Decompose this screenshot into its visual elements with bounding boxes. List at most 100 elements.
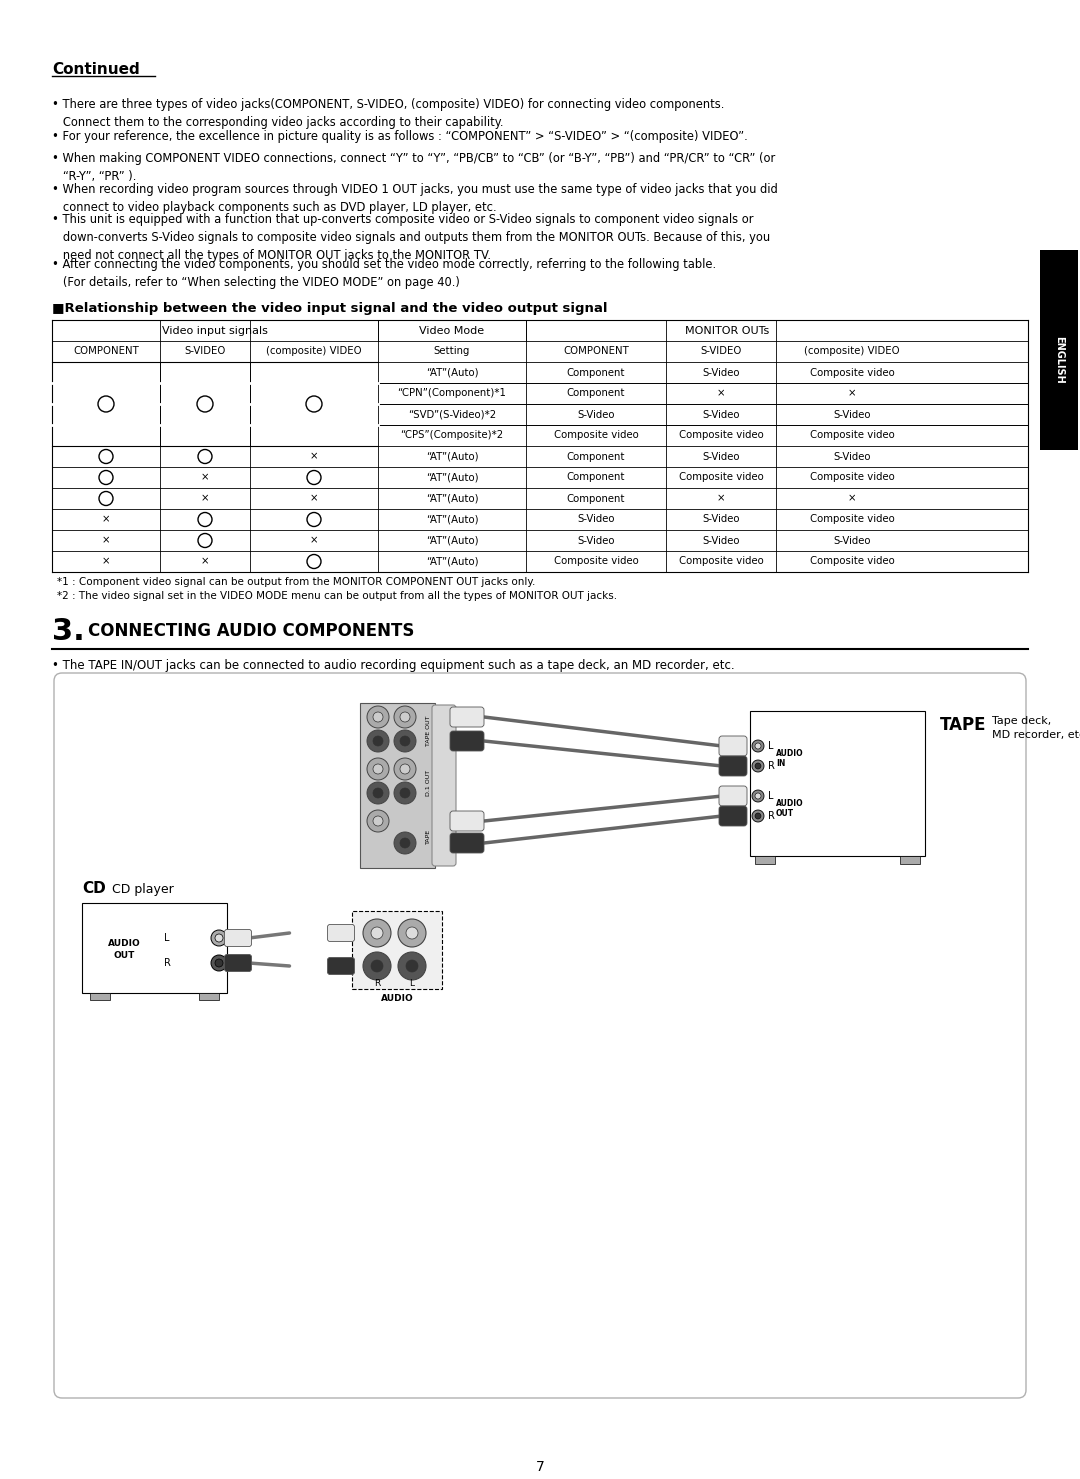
FancyBboxPatch shape bbox=[719, 756, 747, 776]
Text: (composite) VIDEO: (composite) VIDEO bbox=[805, 346, 900, 356]
Circle shape bbox=[215, 935, 222, 942]
Circle shape bbox=[394, 731, 416, 751]
Circle shape bbox=[755, 793, 761, 799]
Circle shape bbox=[406, 927, 418, 939]
Text: “AT”(Auto): “AT”(Auto) bbox=[426, 535, 478, 546]
Text: • For your reference, the excellence in picture quality is as follows : “COMPONE: • For your reference, the excellence in … bbox=[52, 130, 747, 143]
Text: “AT”(Auto): “AT”(Auto) bbox=[426, 367, 478, 377]
Text: Composite video: Composite video bbox=[810, 556, 894, 566]
Text: Composite video: Composite video bbox=[554, 430, 638, 441]
Circle shape bbox=[752, 740, 764, 751]
Text: COMPONENT: COMPONENT bbox=[563, 346, 629, 356]
Text: ×: × bbox=[201, 494, 210, 503]
FancyBboxPatch shape bbox=[450, 833, 484, 853]
Text: S-Video: S-Video bbox=[834, 410, 870, 420]
Text: S-Video: S-Video bbox=[577, 410, 615, 420]
Text: Video Mode: Video Mode bbox=[419, 325, 485, 336]
Circle shape bbox=[363, 952, 391, 981]
Text: MONITOR OUTs: MONITOR OUTs bbox=[685, 325, 769, 336]
Text: 3.: 3. bbox=[52, 617, 84, 646]
Circle shape bbox=[752, 810, 764, 822]
Text: R: R bbox=[374, 979, 380, 988]
Text: “AT”(Auto): “AT”(Auto) bbox=[426, 472, 478, 482]
Circle shape bbox=[373, 737, 383, 745]
Text: Composite video: Composite video bbox=[810, 515, 894, 525]
Circle shape bbox=[373, 765, 383, 774]
Text: AUDIO: AUDIO bbox=[108, 939, 140, 948]
Text: Tape deck,
MD recorder, etc.: Tape deck, MD recorder, etc. bbox=[993, 716, 1080, 740]
Text: AUDIO: AUDIO bbox=[777, 750, 804, 759]
Circle shape bbox=[373, 788, 383, 799]
Text: ×: × bbox=[310, 494, 319, 503]
Text: Component: Component bbox=[567, 451, 625, 461]
Circle shape bbox=[752, 760, 764, 772]
Text: “AT”(Auto): “AT”(Auto) bbox=[426, 556, 478, 566]
Text: • The TAPE IN/OUT jacks can be connected to audio recording equipment such as a : • The TAPE IN/OUT jacks can be connected… bbox=[52, 660, 734, 671]
Circle shape bbox=[400, 765, 410, 774]
Text: S-Video: S-Video bbox=[834, 535, 870, 546]
Bar bbox=[82, 904, 227, 992]
FancyBboxPatch shape bbox=[54, 673, 1026, 1398]
Circle shape bbox=[215, 958, 222, 967]
Text: L: L bbox=[164, 933, 170, 944]
Text: L: L bbox=[768, 741, 773, 751]
FancyBboxPatch shape bbox=[719, 737, 747, 756]
Text: ×: × bbox=[102, 556, 110, 566]
Text: ×: × bbox=[310, 451, 319, 461]
Text: TAPE OUT: TAPE OUT bbox=[426, 716, 431, 747]
Text: • This unit is equipped with a function that up-converts composite video or S-Vi: • This unit is equipped with a function … bbox=[52, 213, 770, 262]
FancyBboxPatch shape bbox=[450, 810, 484, 831]
FancyBboxPatch shape bbox=[450, 707, 484, 728]
Text: TAPE: TAPE bbox=[940, 716, 986, 734]
Circle shape bbox=[399, 918, 426, 947]
Text: S-VIDEO: S-VIDEO bbox=[185, 346, 226, 356]
Text: • There are three types of video jacks(COMPONENT, S-VIDEO, (composite) VIDEO) fo: • There are three types of video jacks(C… bbox=[52, 98, 725, 129]
Text: ×: × bbox=[310, 535, 319, 546]
Circle shape bbox=[367, 731, 389, 751]
Text: • When making COMPONENT VIDEO connections, connect “Y” to “Y”, “PB/CB” to “CB” (: • When making COMPONENT VIDEO connection… bbox=[52, 152, 775, 183]
Text: D.1 OUT: D.1 OUT bbox=[426, 771, 431, 796]
Bar bbox=[199, 992, 219, 1000]
Circle shape bbox=[211, 930, 227, 947]
Circle shape bbox=[394, 782, 416, 805]
Text: ×: × bbox=[848, 494, 856, 503]
Circle shape bbox=[367, 759, 389, 779]
Text: (composite) VIDEO: (composite) VIDEO bbox=[266, 346, 362, 356]
Text: ×: × bbox=[848, 389, 856, 398]
Circle shape bbox=[372, 960, 383, 972]
Circle shape bbox=[406, 960, 418, 972]
Text: S-Video: S-Video bbox=[702, 410, 740, 420]
Text: CONNECTING AUDIO COMPONENTS: CONNECTING AUDIO COMPONENTS bbox=[87, 623, 415, 640]
Text: • When recording video program sources through VIDEO 1 OUT jacks, you must use t: • When recording video program sources t… bbox=[52, 183, 778, 214]
Text: R: R bbox=[768, 810, 774, 821]
Circle shape bbox=[755, 763, 761, 769]
Circle shape bbox=[367, 705, 389, 728]
Text: S-Video: S-Video bbox=[702, 535, 740, 546]
FancyBboxPatch shape bbox=[450, 731, 484, 751]
Bar bbox=[1040, 250, 1078, 450]
Text: ×: × bbox=[717, 494, 726, 503]
Circle shape bbox=[394, 759, 416, 779]
Text: L: L bbox=[768, 791, 773, 802]
Text: S-Video: S-Video bbox=[834, 451, 870, 461]
Text: CD player: CD player bbox=[112, 883, 174, 896]
Text: S-Video: S-Video bbox=[702, 367, 740, 377]
Text: “CPN”(Component)*1: “CPN”(Component)*1 bbox=[397, 389, 507, 398]
Circle shape bbox=[399, 952, 426, 981]
Text: S-Video: S-Video bbox=[702, 515, 740, 525]
Text: Composite video: Composite video bbox=[810, 367, 894, 377]
Text: S-Video: S-Video bbox=[577, 535, 615, 546]
Text: ×: × bbox=[201, 556, 210, 566]
Circle shape bbox=[755, 742, 761, 748]
FancyBboxPatch shape bbox=[225, 954, 252, 972]
Text: Composite video: Composite video bbox=[810, 472, 894, 482]
Text: Component: Component bbox=[567, 389, 625, 398]
Circle shape bbox=[394, 705, 416, 728]
Bar bbox=[90, 992, 110, 1000]
Text: Component: Component bbox=[567, 494, 625, 503]
Text: Continued: Continued bbox=[52, 62, 139, 77]
FancyBboxPatch shape bbox=[327, 957, 354, 975]
Circle shape bbox=[372, 927, 383, 939]
Text: *2 : The video signal set in the VIDEO MODE menu can be output from all the type: *2 : The video signal set in the VIDEO M… bbox=[57, 592, 617, 600]
Circle shape bbox=[752, 790, 764, 802]
